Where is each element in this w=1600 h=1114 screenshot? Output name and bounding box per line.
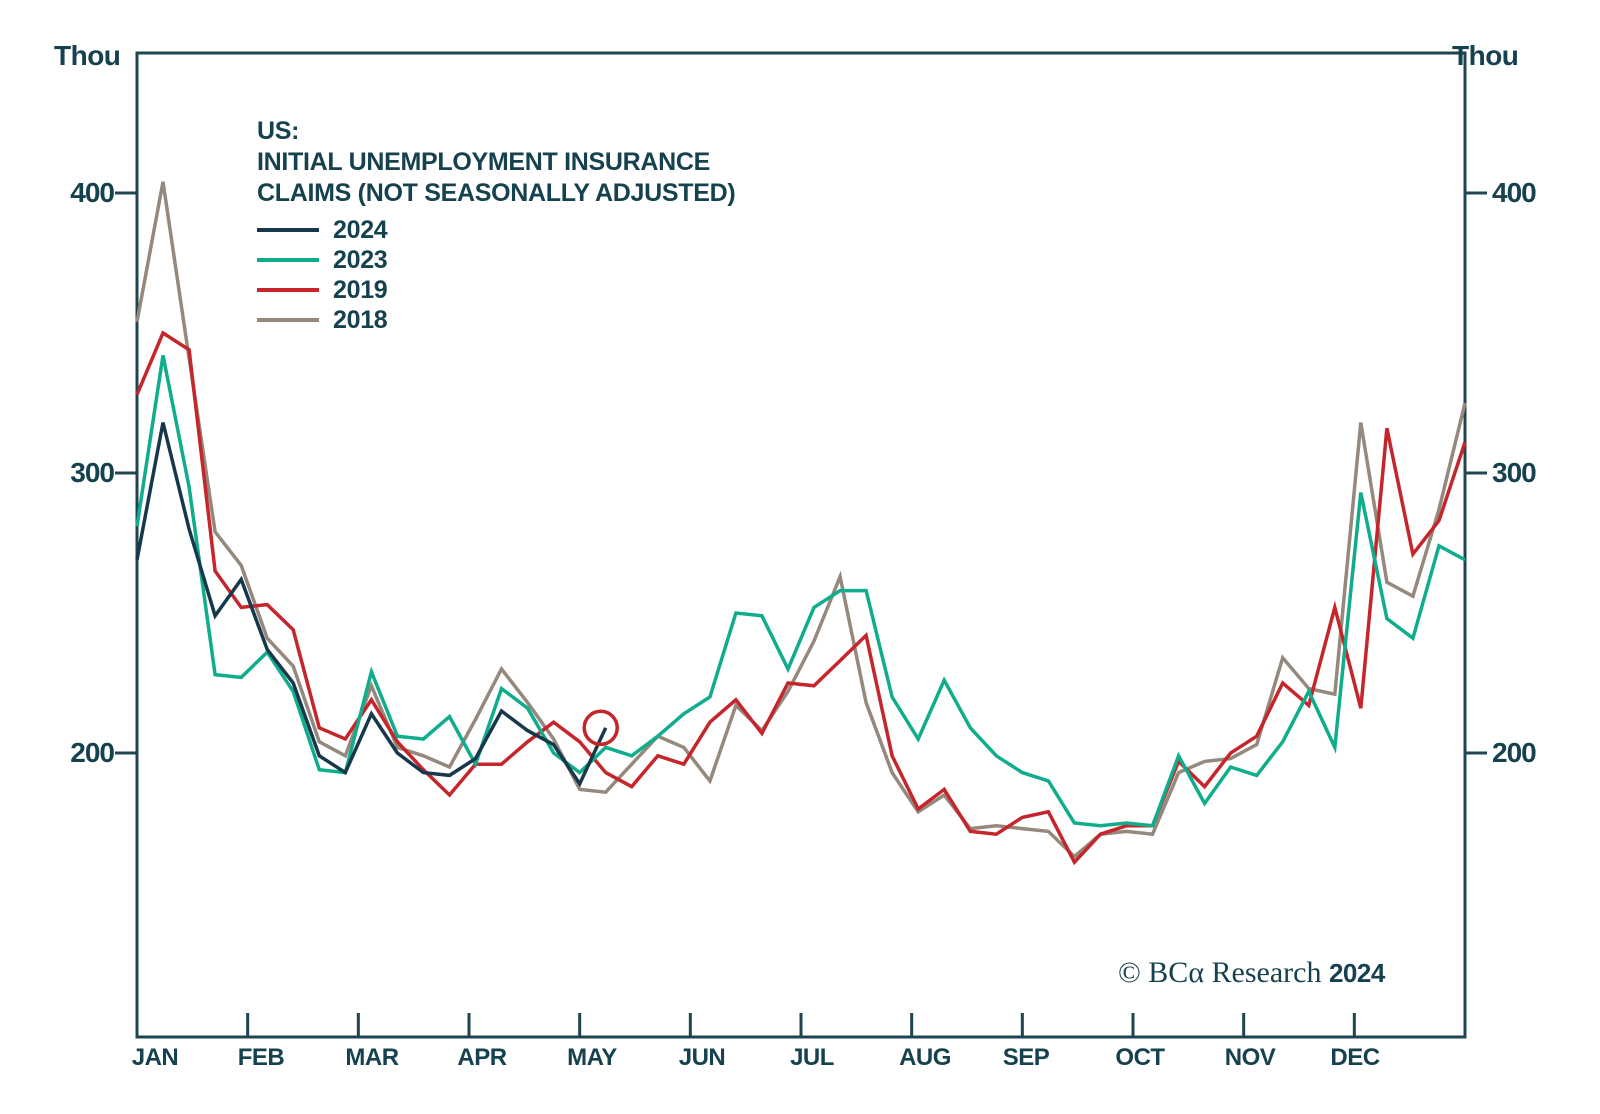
y-tick-label-left-400: 400 <box>70 177 115 208</box>
chart-title-line-3: CLAIMS (NOT SEASONALLY ADJUSTED) <box>257 179 736 207</box>
x-axis-month-label-feb: FEB <box>237 1044 285 1071</box>
watermark-text: © BCα Research <box>1118 956 1322 989</box>
series-line-2023 <box>135 355 1466 828</box>
y-tick-label-right-400: 400 <box>1492 177 1537 208</box>
y-tick-label-right-200: 200 <box>1492 737 1537 768</box>
legend-label-2023: 2023 <box>333 245 388 274</box>
legend-swatch-2018 <box>257 318 319 322</box>
x-axis-month-label-apr: APR <box>457 1044 507 1071</box>
y-tick-label-right-300: 300 <box>1492 457 1537 488</box>
y-tick-label-left-300: 300 <box>70 457 115 488</box>
latest-point-annotation-circle <box>582 709 619 747</box>
x-axis-month-label-dec: DEC <box>1330 1044 1380 1071</box>
y-tick-label-left-200: 200 <box>70 737 115 768</box>
legend-entry-2023: 2023 <box>257 245 735 275</box>
legend-swatch-2019 <box>257 288 319 292</box>
chart-title-line-1: US: <box>257 117 300 145</box>
series-line-2019 <box>135 330 1467 866</box>
chart-title-line-2: INITIAL UNEMPLOYMENT INSURANCE <box>257 148 711 176</box>
x-axis-month-label-aug: AUG <box>899 1044 951 1071</box>
bca-research-watermark: © BCα Research 2024 <box>1118 956 1385 990</box>
legend-entry-2019: 2019 <box>257 275 735 305</box>
x-axis-month-label-jul: JUL <box>790 1044 834 1071</box>
legend: US: INITIAL UNEMPLOYMENT INSURANCE CLAIM… <box>257 116 736 335</box>
legend-entry-2024: 2024 <box>257 215 735 245</box>
x-axis-month-label-may: MAY <box>567 1044 617 1071</box>
y-axis-unit-label-left: Thou <box>54 40 121 71</box>
series-line-2024 <box>135 422 608 788</box>
legend-label-2024: 2024 <box>333 215 388 244</box>
y-axis-unit-label-right: Thou <box>1452 40 1519 71</box>
x-axis-month-label-sep: SEP <box>1002 1044 1050 1071</box>
legend-label-2018: 2018 <box>333 305 388 334</box>
legend-entry-2018: 2018 <box>257 305 735 335</box>
watermark-year: 2024 <box>1328 958 1385 988</box>
x-axis-month-label-jan: JAN <box>131 1044 179 1071</box>
legend-entries: 2024 2023 2019 2018 <box>257 215 735 335</box>
legend-swatch-2023 <box>257 258 319 262</box>
legend-swatch-2024 <box>257 228 319 232</box>
x-axis-month-label-mar: MAR <box>345 1044 399 1071</box>
legend-label-2019: 2019 <box>333 275 388 304</box>
x-axis-month-label-jun: JUN <box>678 1044 726 1071</box>
x-axis-month-label-oct: OCT <box>1115 1044 1165 1071</box>
x-axis-month-label-nov: NOV <box>1224 1044 1276 1071</box>
